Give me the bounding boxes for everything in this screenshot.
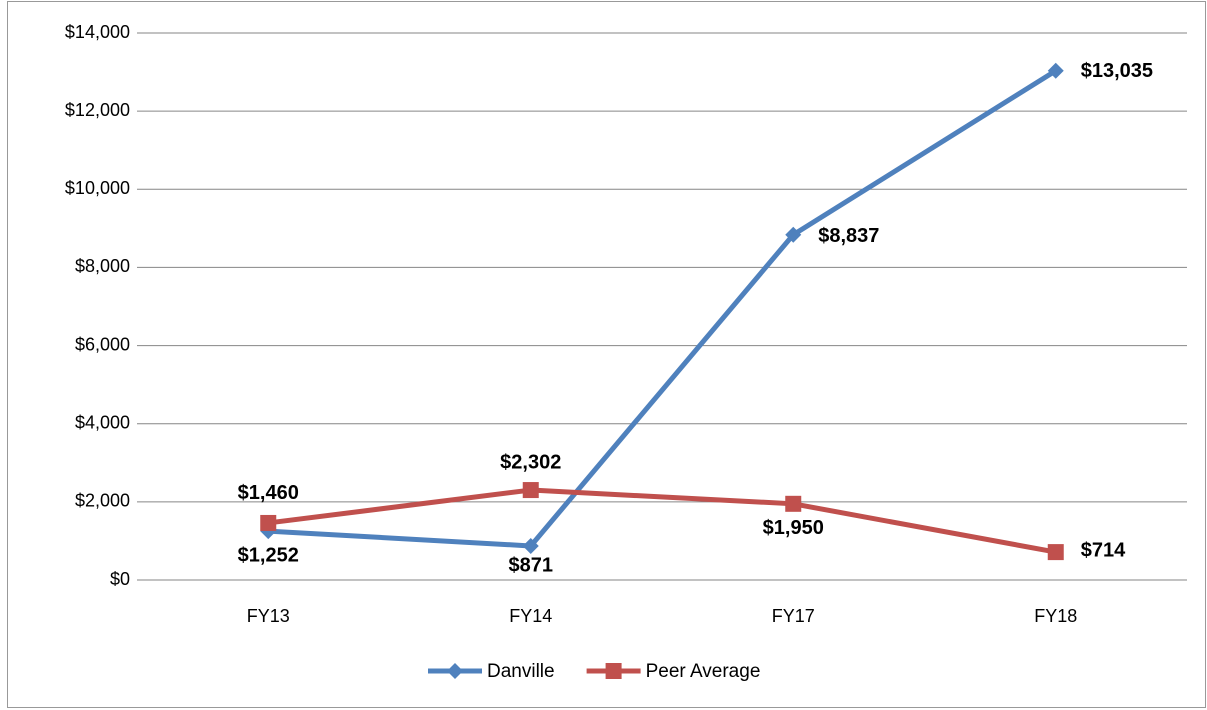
legend-label: Danville	[487, 661, 555, 682]
y-tick-label: $8,000	[75, 256, 130, 276]
value-label: $871	[509, 554, 554, 576]
x-tick-label: FY14	[509, 606, 552, 626]
y-tick-label: $6,000	[75, 334, 130, 354]
point-marker	[522, 537, 539, 554]
x-tick-label: FY18	[1034, 606, 1077, 626]
y-tick-label: $14,000	[65, 22, 130, 42]
value-label: $8,837	[818, 225, 879, 247]
value-label: $1,460	[238, 482, 299, 504]
y-tick-label: $2,000	[75, 491, 130, 511]
x-tick-label: FY13	[247, 606, 290, 626]
series-line	[268, 68, 1058, 549]
x-tick-label: FY17	[772, 606, 815, 626]
value-label: $1,252	[238, 544, 299, 566]
point-marker	[785, 226, 802, 243]
chart-border	[7, 1, 1206, 708]
point-marker	[1047, 544, 1064, 561]
y-tick-label: $12,000	[65, 100, 130, 120]
series-line	[267, 487, 1057, 555]
legend-marker	[605, 663, 622, 679]
legend-label: Peer Average	[646, 661, 761, 682]
y-tick-label: $10,000	[65, 178, 130, 198]
point-marker	[260, 514, 277, 531]
value-label: $714	[1081, 539, 1126, 561]
point-marker	[785, 495, 802, 512]
y-tick-label: $0	[110, 569, 130, 589]
value-label: $1,950	[763, 517, 824, 539]
y-tick-label: $4,000	[75, 412, 130, 432]
value-label: $13,035	[1081, 60, 1153, 82]
legend-marker	[447, 663, 463, 679]
point-marker	[522, 482, 539, 499]
value-label: $2,302	[500, 451, 561, 473]
point-marker	[1047, 62, 1064, 79]
